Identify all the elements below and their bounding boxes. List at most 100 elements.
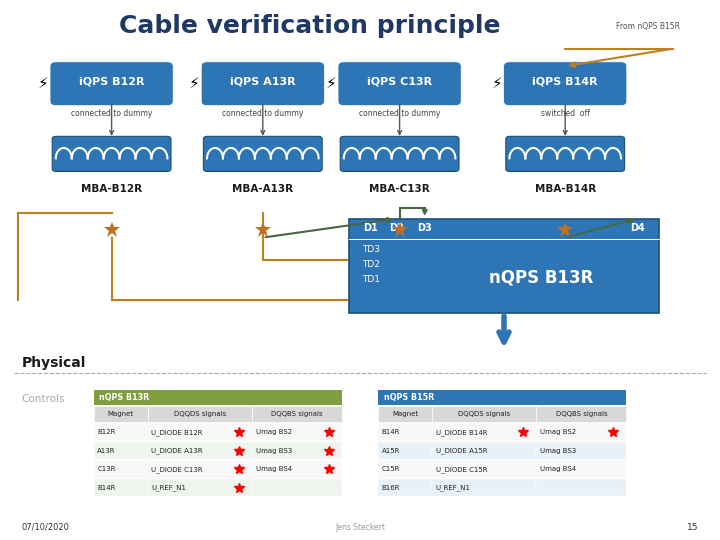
Text: U_DIODE C13R: U_DIODE C13R — [151, 466, 203, 472]
Text: Umag BS3: Umag BS3 — [256, 448, 292, 454]
FancyBboxPatch shape — [341, 136, 459, 172]
Text: ⚡: ⚡ — [492, 76, 502, 91]
FancyBboxPatch shape — [505, 136, 625, 172]
FancyBboxPatch shape — [148, 406, 252, 422]
Text: D2: D2 — [389, 224, 403, 233]
FancyBboxPatch shape — [432, 406, 536, 422]
Text: nQPS B13R: nQPS B13R — [489, 268, 593, 286]
FancyBboxPatch shape — [148, 442, 252, 460]
Text: iQPS B12R: iQPS B12R — [79, 76, 144, 86]
Text: U_DIODE B12R: U_DIODE B12R — [151, 429, 203, 436]
FancyBboxPatch shape — [536, 479, 626, 496]
Text: U_DIODE B14R: U_DIODE B14R — [436, 429, 487, 436]
FancyBboxPatch shape — [432, 442, 536, 460]
FancyBboxPatch shape — [504, 62, 626, 106]
Text: Magnet: Magnet — [107, 411, 134, 417]
Text: ⚡: ⚡ — [189, 76, 199, 91]
Text: connected to dummy: connected to dummy — [222, 109, 304, 118]
Text: DQQDS signals: DQQDS signals — [174, 411, 226, 417]
FancyBboxPatch shape — [432, 461, 536, 478]
Text: C15R: C15R — [382, 466, 400, 472]
FancyBboxPatch shape — [349, 219, 659, 313]
FancyBboxPatch shape — [378, 442, 432, 460]
FancyBboxPatch shape — [252, 423, 342, 441]
Text: U_DIODE A15R: U_DIODE A15R — [436, 447, 487, 454]
FancyBboxPatch shape — [203, 136, 323, 172]
Text: nQPS B13R: nQPS B13R — [99, 393, 150, 402]
Text: Controls: Controls — [22, 394, 65, 404]
Text: nQPS B15R: nQPS B15R — [384, 393, 434, 402]
FancyBboxPatch shape — [94, 390, 342, 405]
FancyBboxPatch shape — [148, 461, 252, 478]
Text: TD1: TD1 — [362, 275, 380, 284]
Text: connected to dummy: connected to dummy — [359, 109, 441, 118]
Text: Umag BS2: Umag BS2 — [540, 429, 576, 435]
Text: From nQPS B15R: From nQPS B15R — [616, 22, 680, 31]
FancyBboxPatch shape — [148, 423, 252, 441]
FancyBboxPatch shape — [50, 62, 173, 106]
Text: connected to dummy: connected to dummy — [71, 109, 153, 118]
Text: Umag BS4: Umag BS4 — [256, 466, 292, 472]
FancyBboxPatch shape — [52, 136, 171, 172]
FancyBboxPatch shape — [252, 479, 342, 496]
FancyBboxPatch shape — [432, 479, 536, 496]
FancyBboxPatch shape — [252, 442, 342, 460]
Text: MBA-B14R: MBA-B14R — [534, 184, 596, 194]
Text: iQPS B14R: iQPS B14R — [532, 76, 598, 86]
FancyBboxPatch shape — [94, 423, 148, 441]
Text: iQPS A13R: iQPS A13R — [230, 76, 296, 86]
Text: B14R: B14R — [97, 485, 116, 491]
FancyBboxPatch shape — [378, 390, 626, 405]
Text: B12R: B12R — [97, 429, 116, 435]
Text: A13R: A13R — [97, 448, 116, 454]
FancyBboxPatch shape — [378, 479, 432, 496]
Text: U_DIODE C15R: U_DIODE C15R — [436, 466, 487, 472]
FancyBboxPatch shape — [536, 442, 626, 460]
FancyBboxPatch shape — [536, 406, 626, 422]
Text: MBA-B12R: MBA-B12R — [81, 184, 142, 194]
Text: Umag BS2: Umag BS2 — [256, 429, 292, 435]
FancyBboxPatch shape — [378, 406, 432, 422]
Text: C13R: C13R — [97, 466, 116, 472]
Text: U_REF_N1: U_REF_N1 — [151, 484, 186, 491]
Text: iQPS C13R: iQPS C13R — [367, 76, 432, 86]
FancyBboxPatch shape — [148, 479, 252, 496]
Text: B14R: B14R — [382, 429, 400, 435]
FancyBboxPatch shape — [378, 423, 432, 441]
FancyBboxPatch shape — [432, 423, 536, 441]
Text: ⚡: ⚡ — [38, 76, 48, 91]
Text: Jens Steckert: Jens Steckert — [335, 523, 385, 532]
Text: U_DIODE A13R: U_DIODE A13R — [151, 447, 203, 454]
Text: D3: D3 — [418, 224, 432, 233]
Text: DQQBS signals: DQQBS signals — [556, 411, 607, 417]
FancyBboxPatch shape — [252, 406, 342, 422]
Text: Physical: Physical — [22, 356, 86, 370]
Text: DQQDS signals: DQQDS signals — [458, 411, 510, 417]
Text: MBA-C13R: MBA-C13R — [369, 184, 430, 194]
Text: TD3: TD3 — [362, 245, 380, 254]
Text: ⚡: ⚡ — [326, 76, 336, 91]
Text: Cable verification principle: Cable verification principle — [119, 14, 500, 37]
FancyBboxPatch shape — [94, 479, 148, 496]
Text: 15: 15 — [687, 523, 698, 532]
FancyBboxPatch shape — [94, 461, 148, 478]
Text: D4: D4 — [630, 224, 644, 233]
Text: D1: D1 — [364, 224, 378, 233]
FancyBboxPatch shape — [94, 406, 148, 422]
Text: DQQBS signals: DQQBS signals — [271, 411, 323, 417]
Text: 07/10/2020: 07/10/2020 — [22, 523, 69, 532]
FancyBboxPatch shape — [338, 62, 462, 106]
Text: Umag BS4: Umag BS4 — [540, 466, 576, 472]
Text: Magnet: Magnet — [392, 411, 418, 417]
FancyBboxPatch shape — [252, 461, 342, 478]
FancyBboxPatch shape — [536, 423, 626, 441]
Text: Umag BS3: Umag BS3 — [540, 448, 576, 454]
Text: A15R: A15R — [382, 448, 400, 454]
Text: MBA-A13R: MBA-A13R — [233, 184, 293, 194]
FancyBboxPatch shape — [536, 461, 626, 478]
Text: TD2: TD2 — [362, 260, 379, 269]
FancyBboxPatch shape — [94, 442, 148, 460]
Text: B16R: B16R — [382, 485, 400, 491]
FancyBboxPatch shape — [378, 461, 432, 478]
Text: U_REF_N1: U_REF_N1 — [436, 484, 471, 491]
